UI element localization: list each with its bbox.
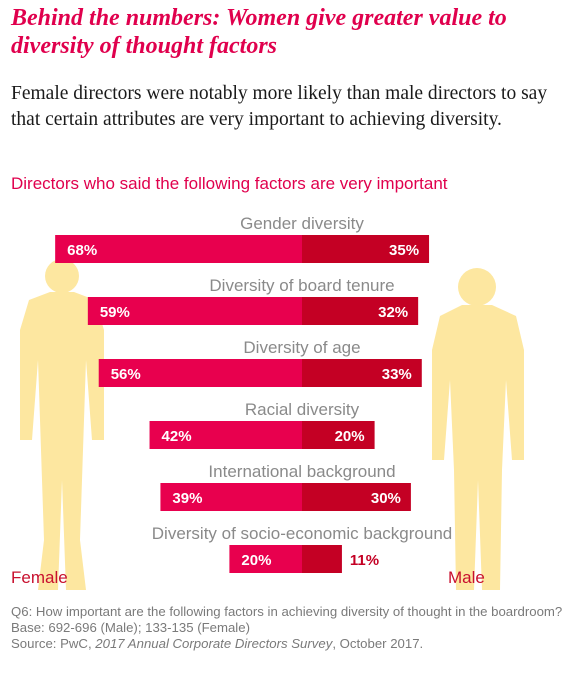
chart-title: Directors who said the following factors… xyxy=(11,174,448,193)
category-label: Diversity of age xyxy=(243,338,360,357)
footnote-source: Source: PwC, 2017 Annual Corporate Direc… xyxy=(11,636,566,652)
data-label-male: 32% xyxy=(378,304,408,321)
data-label-female: 42% xyxy=(162,428,192,445)
bar-male xyxy=(302,235,430,263)
page-title: Behind the numbers: Women give greater v… xyxy=(11,5,507,59)
data-label-female: 68% xyxy=(67,242,97,259)
bar-male xyxy=(302,297,419,325)
data-label-male: 20% xyxy=(335,428,365,445)
legend-male: Male xyxy=(448,568,485,587)
bar-female xyxy=(98,359,302,387)
footnote-question: Q6: How important are the following fact… xyxy=(11,604,563,619)
footnote-source-prefix: Source: PwC, xyxy=(11,636,96,651)
bar-male xyxy=(302,421,375,449)
data-label-male: 30% xyxy=(371,490,401,507)
bar-female xyxy=(55,235,302,263)
bar-female xyxy=(149,421,302,449)
category-label: Racial diversity xyxy=(245,400,360,419)
bar-male xyxy=(302,359,422,387)
bar-female xyxy=(160,483,302,511)
data-label-female: 20% xyxy=(241,552,271,569)
footnote-source-title: 2017 Annual Corporate Directors Survey xyxy=(95,636,333,651)
category-label: International background xyxy=(208,462,395,481)
bar-male xyxy=(302,483,411,511)
female-silhouette-icon xyxy=(20,259,104,590)
data-label-female: 39% xyxy=(172,490,202,507)
footnote-base: Base: 692-696 (Male); 133-135 (Female) xyxy=(11,620,250,635)
legend-female: Female xyxy=(11,568,68,587)
bar-male xyxy=(302,545,342,573)
data-label-male: 35% xyxy=(389,242,419,259)
data-label-female: 56% xyxy=(111,366,141,383)
data-label-female: 59% xyxy=(100,304,130,321)
bar-female xyxy=(87,297,302,325)
footnote: Q6: How important are the following fact… xyxy=(11,604,566,652)
category-label: Diversity of board tenure xyxy=(209,276,394,295)
data-label-male: 33% xyxy=(382,366,412,383)
bar-female xyxy=(229,545,302,573)
category-label: Gender diversity xyxy=(240,214,364,233)
intro-text: Female directors were notably more likel… xyxy=(11,83,548,130)
data-label-male: 11% xyxy=(350,552,379,569)
footnote-source-suffix: , October 2017. xyxy=(332,636,424,651)
category-label: Diversity of socio-economic background xyxy=(152,524,452,543)
male-silhouette-icon xyxy=(432,268,524,590)
